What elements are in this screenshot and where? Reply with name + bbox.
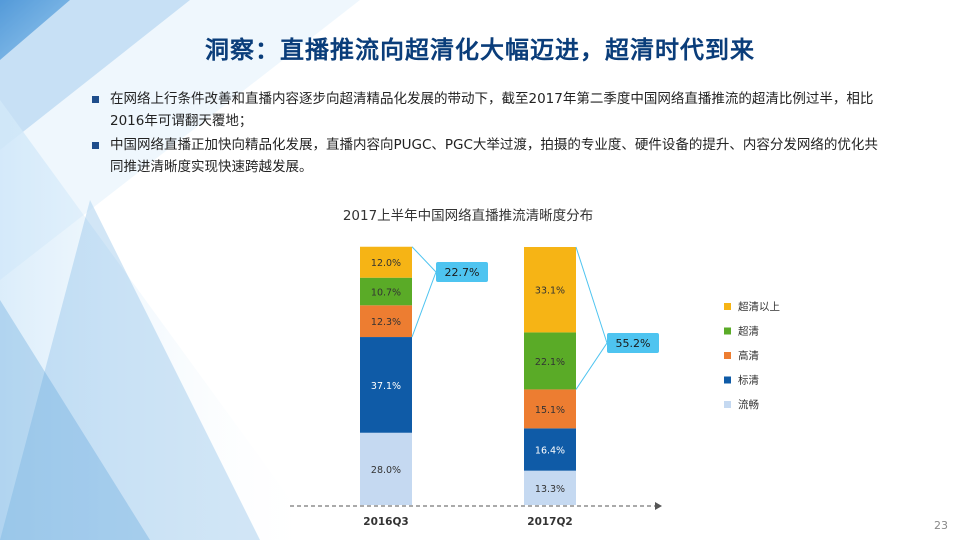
category-label: 2017Q2 (527, 516, 572, 528)
bar-segment (360, 337, 412, 433)
legend-label: 高清 (738, 349, 759, 362)
data-label: 33.1% (535, 286, 565, 297)
legend-label: 流畅 (738, 398, 759, 411)
legend-swatch (724, 327, 731, 335)
bullet-item: 中国网络直播正加快向精品化发展，直播内容向PUGC、PGC大举过渡，拍摄的专业度… (88, 134, 888, 178)
bar-segment (524, 428, 576, 471)
data-label: 22.1% (535, 357, 565, 368)
bar-segment (524, 389, 576, 429)
bullet-list: 在网络上行条件改善和直播内容逐步向超清精品化发展的带动下，截至2017年第二季度… (88, 88, 888, 180)
bar-segment (524, 332, 576, 390)
slide-title: 洞察：直播推流向超清化大幅迈进，超清时代到来 (205, 36, 755, 64)
callout-bracket (575, 246, 608, 390)
bullet-text: 在网络上行条件改善和直播内容逐步向超清精品化发展的带动下，截至2017年第二季度… (110, 91, 874, 129)
callout-box (436, 262, 488, 282)
bar-segment (360, 246, 412, 278)
bar-segment (360, 305, 412, 338)
data-label: 12.0% (371, 258, 401, 269)
bar-segment (524, 470, 576, 505)
legend-label: 超清 (738, 325, 759, 338)
legend-swatch (724, 376, 731, 384)
bullet-text: 中国网络直播正加快向精品化发展，直播内容向PUGC、PGC大举过渡，拍摄的专业度… (110, 137, 878, 175)
page-number: 23 (934, 519, 948, 532)
bullet-item: 在网络上行条件改善和直播内容逐步向超清精品化发展的带动下，截至2017年第二季度… (88, 88, 888, 132)
legend-swatch (724, 401, 731, 408)
category-label: 2016Q3 (363, 516, 408, 528)
callout-bracket (411, 246, 437, 338)
data-label: 15.1% (535, 405, 565, 416)
callout-box (607, 333, 659, 353)
legend-label: 标清 (738, 374, 759, 387)
data-label: 28.0% (371, 465, 401, 476)
data-label: 16.4% (535, 446, 565, 457)
bar-segment (360, 277, 412, 306)
callout-label: 55.2% (616, 337, 651, 350)
bar-segment (360, 432, 412, 505)
callout-label: 22.7% (445, 266, 480, 279)
bullet-square-icon (92, 96, 99, 103)
x-axis-arrow-icon (655, 502, 662, 510)
data-label: 37.1% (371, 381, 401, 392)
legend-swatch (724, 303, 731, 310)
bar-segment (524, 247, 576, 333)
chart-title: 2017上半年中国网络直播推流清晰度分布 (343, 208, 593, 224)
data-label: 13.3% (535, 484, 565, 495)
bullet-square-icon (92, 142, 99, 149)
data-label: 10.7% (371, 288, 401, 299)
legend-swatch (724, 352, 731, 359)
legend-label: 超清以上 (738, 300, 780, 313)
data-label: 12.3% (371, 317, 401, 328)
